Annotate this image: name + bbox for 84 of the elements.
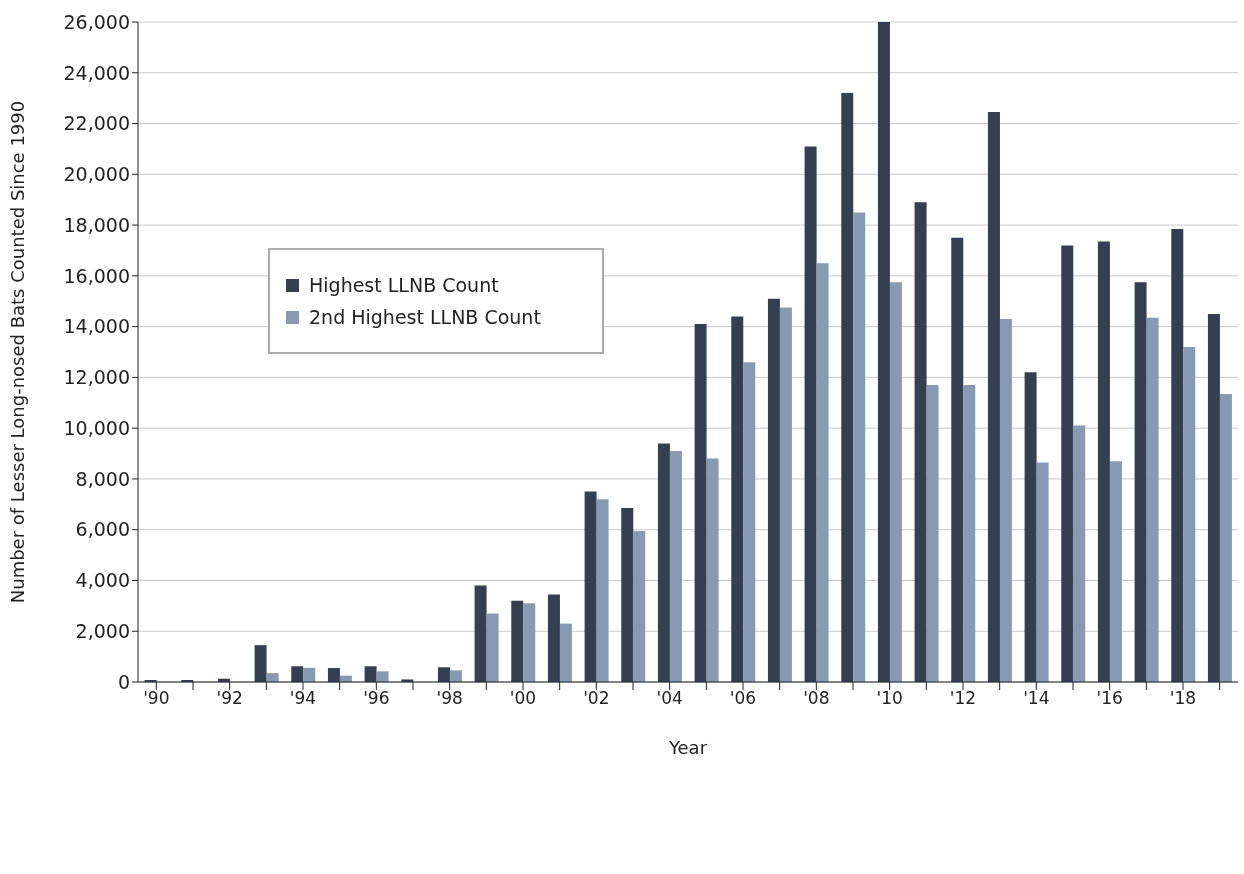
bar — [914, 202, 927, 682]
y-tick-label: 22,000 — [63, 112, 130, 135]
bar — [706, 458, 719, 682]
bar — [853, 212, 866, 682]
bar — [1073, 425, 1086, 682]
x-tick-label: '10 — [876, 688, 903, 709]
bar — [963, 385, 976, 682]
bar — [596, 499, 609, 682]
x-tick-label: '90 — [143, 688, 170, 709]
bar — [1146, 317, 1159, 682]
y-tick-label: 2,000 — [75, 619, 130, 642]
x-tick-label: '94 — [289, 688, 317, 709]
y-tick-label: 14,000 — [63, 315, 130, 338]
bar — [559, 623, 572, 682]
bar — [987, 112, 1000, 682]
y-tick-label: 20,000 — [63, 163, 130, 186]
bar — [743, 362, 756, 682]
bar — [584, 491, 597, 682]
y-tick-label: 24,000 — [63, 61, 130, 84]
bar — [291, 666, 304, 682]
bar — [1109, 461, 1122, 682]
bar — [1024, 372, 1037, 682]
y-tick-label: 6,000 — [75, 518, 130, 541]
bar — [474, 585, 487, 682]
bar — [804, 146, 817, 682]
x-tick-label: '04 — [656, 688, 683, 709]
bar — [767, 298, 780, 682]
bar — [1036, 462, 1049, 682]
bar — [511, 600, 524, 682]
y-axis-title: Number of Lesser Long-nosed Bats Counted Since 1990 — [7, 100, 29, 604]
x-tick-label: '96 — [363, 688, 390, 709]
legend-label: 2nd Highest LLNB Count — [308, 306, 542, 328]
y-tick-label: 4,000 — [75, 569, 130, 592]
bar — [254, 645, 267, 682]
bar — [547, 594, 560, 682]
bar — [816, 263, 829, 682]
bar — [669, 451, 682, 682]
bar — [779, 307, 792, 682]
y-tick-label: 8,000 — [75, 467, 130, 490]
bar — [657, 443, 670, 682]
y-tick-label: 16,000 — [63, 264, 130, 287]
bar — [731, 316, 744, 682]
bar — [376, 671, 389, 682]
y-tick-label: 26,000 — [63, 10, 130, 33]
x-tick-label: '92 — [216, 688, 243, 709]
x-axis-title: Year — [667, 737, 708, 758]
bar — [327, 668, 340, 682]
bar — [486, 613, 499, 682]
y-tick-label: 12,000 — [63, 366, 130, 389]
bar — [621, 508, 634, 682]
bar — [1134, 282, 1147, 682]
bar — [889, 282, 902, 682]
bar — [877, 22, 890, 682]
bar — [633, 530, 646, 682]
bar — [1183, 346, 1196, 682]
bar — [951, 237, 964, 682]
bar — [999, 319, 1012, 682]
bar — [841, 93, 854, 682]
x-tick-label: '08 — [803, 688, 830, 709]
y-tick-label: 10,000 — [63, 416, 130, 439]
x-tick-label: '00 — [509, 688, 537, 709]
x-tick-label: '14 — [1023, 688, 1050, 709]
x-tick-label: '02 — [583, 688, 610, 709]
bar — [1207, 313, 1220, 682]
bar — [303, 667, 316, 682]
bar — [266, 673, 279, 682]
x-tick-label: '98 — [436, 688, 463, 709]
bar — [694, 324, 707, 682]
bar — [449, 670, 462, 682]
x-tick-label: '16 — [1096, 688, 1123, 709]
bar — [1219, 393, 1232, 682]
y-tick-label: 18,000 — [63, 213, 130, 236]
y-tick-label: 0 — [117, 670, 130, 693]
bar — [926, 385, 939, 682]
x-tick-label: '18 — [1169, 688, 1197, 709]
legend-label: Highest LLNB Count — [308, 274, 500, 296]
bar — [1061, 245, 1074, 682]
bar — [364, 666, 377, 682]
x-tick-label: '06 — [729, 688, 757, 709]
bar — [1097, 241, 1110, 682]
bar — [1171, 228, 1184, 682]
x-tick-label: '12 — [949, 688, 977, 709]
bar — [437, 667, 450, 682]
bar — [523, 603, 536, 682]
